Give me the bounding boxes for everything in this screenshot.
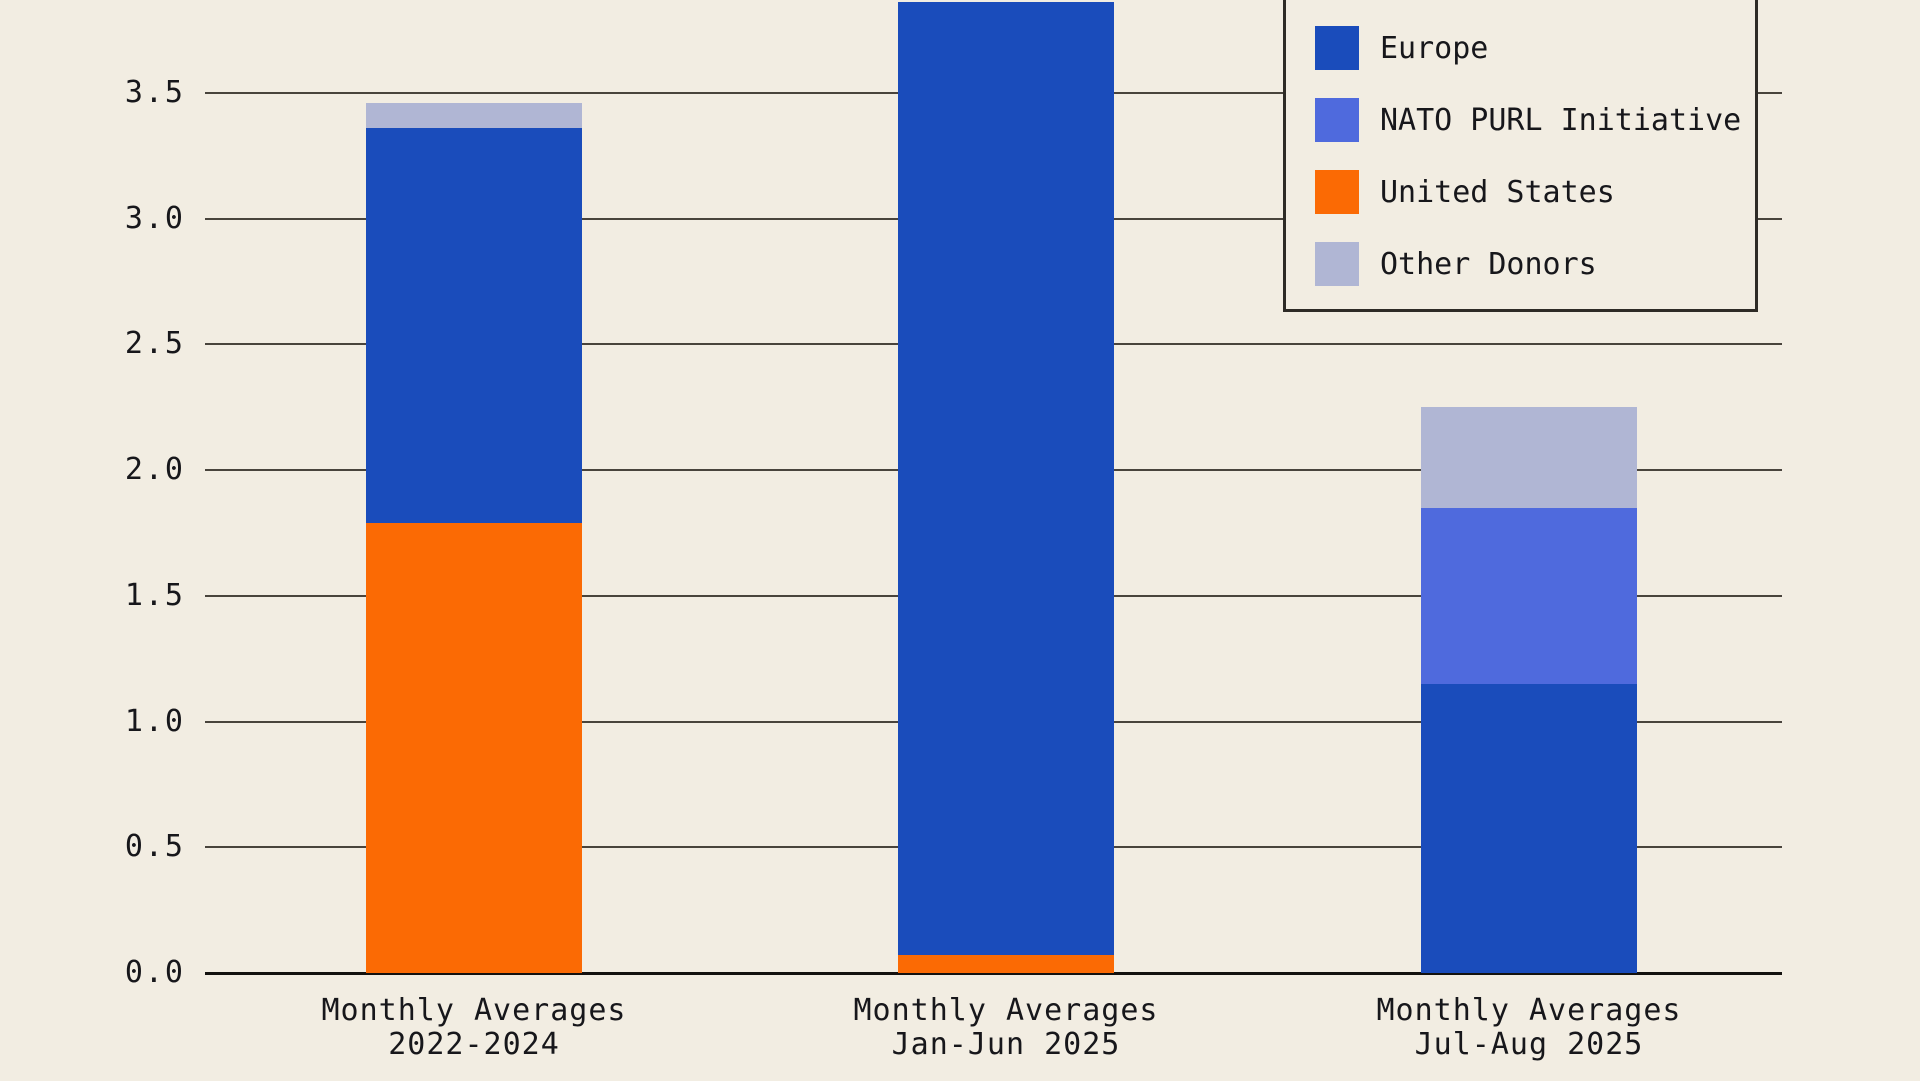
legend-item-europe: Europe (1315, 26, 1488, 70)
bar-segment-europe (1421, 683, 1637, 973)
legend-item-other-donors: Other Donors (1315, 242, 1597, 286)
category-label-line: Jul-Aug 2025 (1414, 1027, 1644, 1062)
category-label: Monthly Averages 2022-2024 (214, 994, 734, 1062)
legend: Europe NATO PURL Initiative United State… (1283, 0, 1758, 312)
category-label-line: 2022-2024 (388, 1027, 560, 1062)
x-axis-line (205, 972, 1782, 975)
y-tick-label: 3.5 (124, 74, 185, 110)
category-label: Monthly Averages Jan-Jun 2025 (746, 994, 1266, 1062)
bar-segment-other-donors (1421, 407, 1637, 508)
legend-label-europe: Europe (1380, 30, 1489, 66)
y-tick-label: 1.5 (124, 577, 185, 613)
legend-swatch-united-states-icon (1315, 170, 1359, 214)
y-tick-label: 3.0 (124, 200, 185, 236)
legend-item-nato-purl-initiative: NATO PURL Initiative (1315, 98, 1741, 142)
legend-swatch-other-donors-icon (1315, 242, 1359, 286)
legend-label-nato-purl: NATO PURL Initiative (1380, 102, 1742, 138)
legend-item-united-states: United States (1315, 170, 1615, 214)
category-label-line: Monthly Averages (321, 993, 627, 1028)
bar-segment-united-states (898, 955, 1114, 973)
y-tick-label: 2.5 (124, 326, 185, 362)
category-label-line: Monthly Averages (853, 993, 1159, 1028)
category-label-line: Jan-Jun 2025 (891, 1027, 1121, 1062)
bar-segment-united-states (366, 522, 582, 973)
bar-segment-other-donors (366, 103, 582, 129)
legend-swatch-nato-purl-icon (1315, 98, 1359, 142)
y-tick-label: 2.0 (124, 452, 185, 488)
legend-label-united-states: United States (1380, 174, 1615, 210)
legend-swatch-europe-icon (1315, 26, 1359, 70)
bar-segment-nato-purl-initiative (1421, 507, 1637, 684)
y-tick-label: 0.5 (124, 829, 185, 865)
y-tick-label: 0.0 (124, 955, 185, 990)
category-label: Monthly Averages Jul-Aug 2025 (1269, 994, 1789, 1062)
bar-segment-europe (366, 128, 582, 523)
bar-segment-europe (898, 2, 1114, 956)
category-label-line: Monthly Averages (1376, 993, 1682, 1028)
legend-label-other-donors: Other Donors (1380, 246, 1597, 282)
y-tick-label: 1.0 (124, 703, 185, 739)
